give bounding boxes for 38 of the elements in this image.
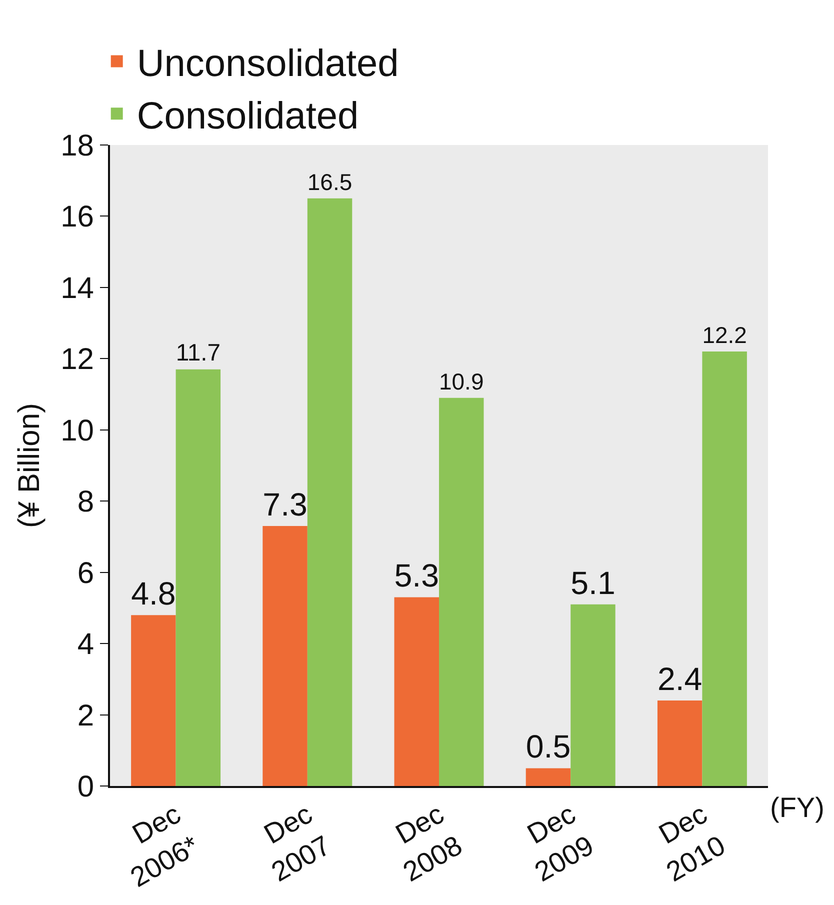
data-label: 4.8 bbox=[131, 575, 176, 612]
data-label: 10.9 bbox=[439, 368, 484, 394]
bar bbox=[262, 526, 308, 786]
bar bbox=[570, 604, 616, 786]
bar bbox=[176, 369, 221, 786]
y-tick-label: 16 bbox=[60, 200, 94, 234]
data-label: 2.4 bbox=[657, 660, 702, 697]
data-label: 0.5 bbox=[526, 728, 571, 765]
data-label: 12.2 bbox=[702, 322, 747, 348]
y-tick-label: 2 bbox=[77, 699, 94, 732]
y-tick-label: 14 bbox=[60, 272, 94, 305]
bar bbox=[131, 615, 176, 786]
bar bbox=[394, 597, 439, 786]
data-label: 11.7 bbox=[176, 340, 221, 367]
legend-label: Unconsolidated bbox=[136, 43, 399, 86]
bar bbox=[702, 352, 747, 786]
y-tick-label: 6 bbox=[77, 556, 94, 590]
x-tick-label: Dec 2008 bbox=[390, 798, 468, 888]
y-tick-label: 18 bbox=[60, 130, 94, 162]
x-tick-label: Dec 2009 bbox=[522, 798, 599, 888]
legend-label: Consolidated bbox=[136, 95, 359, 138]
bar bbox=[307, 198, 352, 786]
data-label: 7.3 bbox=[262, 486, 308, 522]
y-tick-label: 12 bbox=[60, 343, 94, 376]
y-tick-label: 8 bbox=[77, 486, 94, 519]
y-axis-title: (¥ Billion) bbox=[13, 402, 46, 528]
x-tick-label: Dec 2010 bbox=[654, 798, 730, 888]
y-tick-label: 4 bbox=[77, 628, 94, 662]
y-tick-label: 10 bbox=[60, 414, 94, 448]
x-tick-label: Dec 2007 bbox=[258, 798, 336, 888]
bar bbox=[439, 398, 484, 786]
data-label: 5.3 bbox=[394, 558, 439, 594]
data-label: 16.5 bbox=[307, 169, 352, 196]
data-label: 5.1 bbox=[570, 564, 616, 601]
bar bbox=[526, 768, 571, 786]
bar bbox=[657, 700, 702, 786]
y-tick-label: 0 bbox=[77, 770, 94, 804]
text: (FY) bbox=[770, 792, 824, 823]
